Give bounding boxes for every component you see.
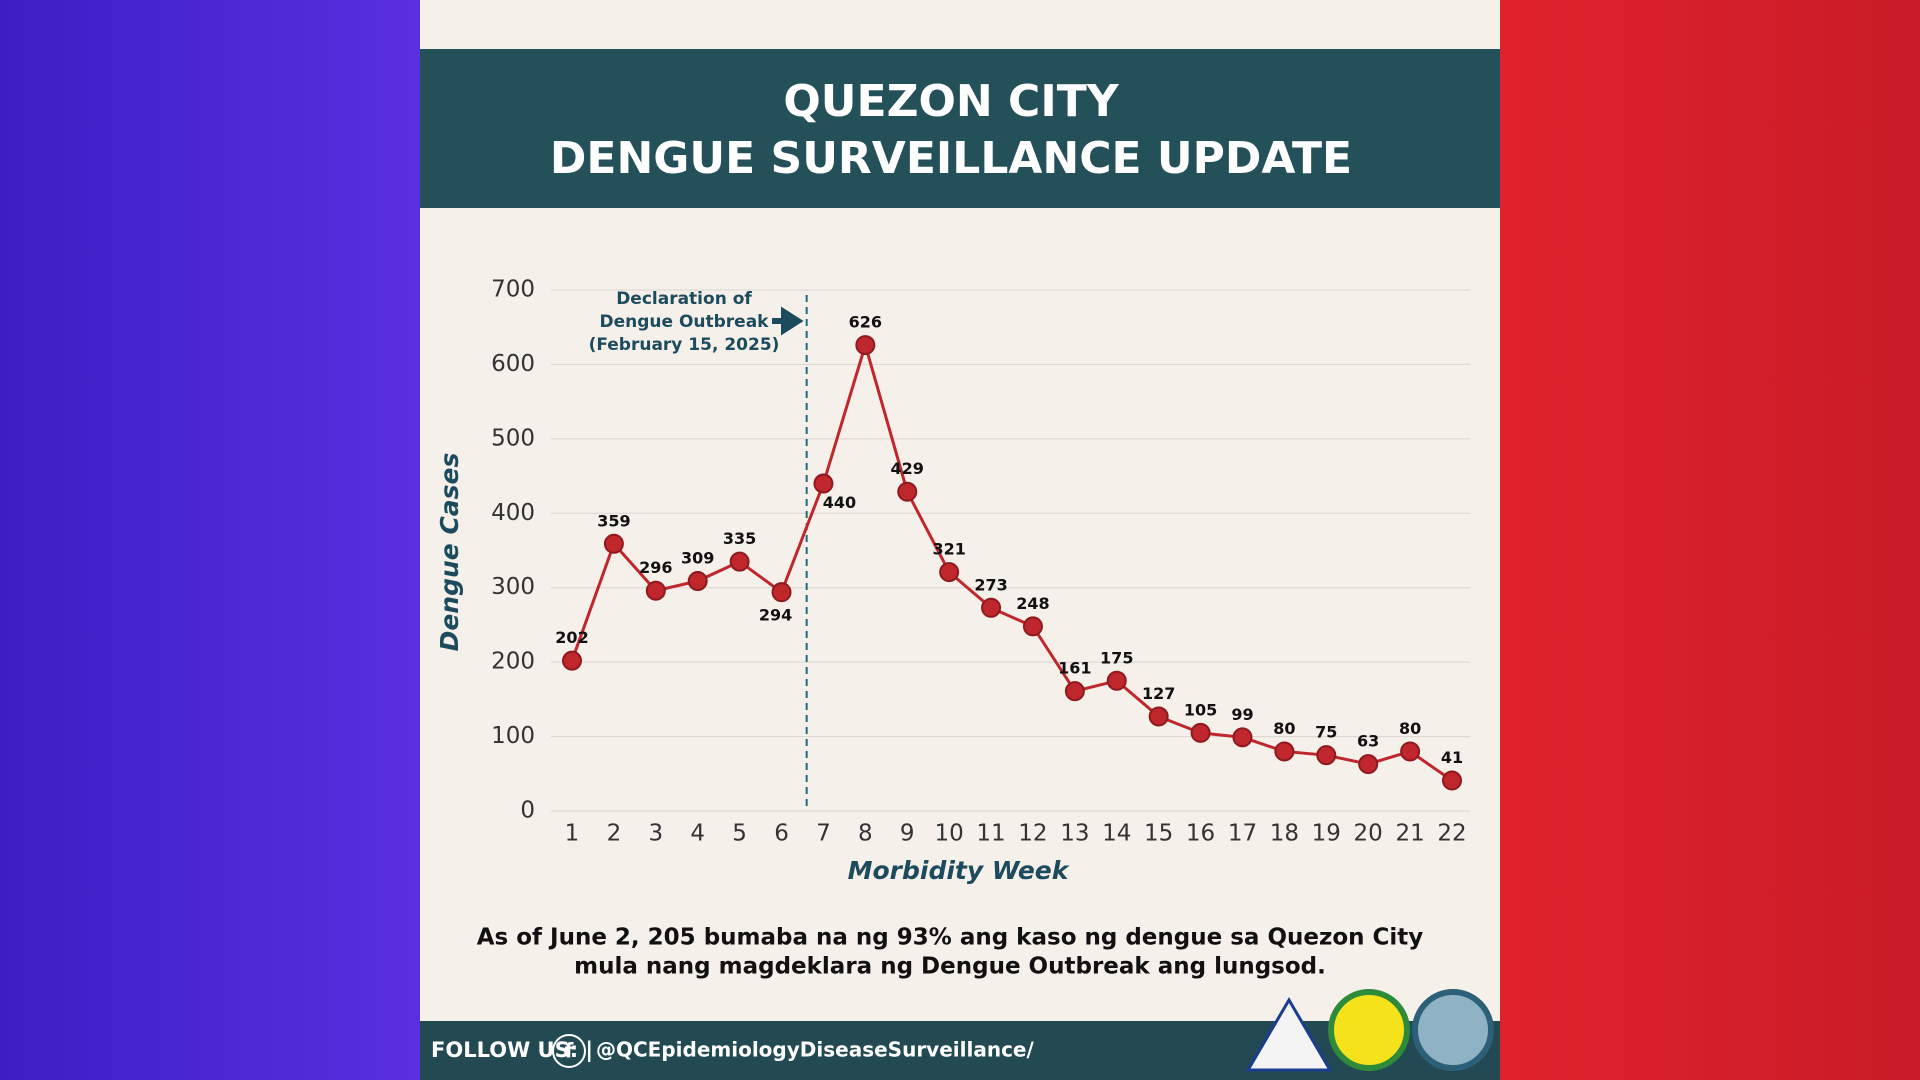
data-point	[1442, 770, 1462, 791]
annotation: (February 15, 2025)	[589, 335, 780, 355]
data-label: 75	[1315, 723, 1337, 742]
data-point	[729, 551, 750, 572]
x-tick-label: 9	[900, 821, 915, 847]
y-tick-label: 100	[491, 723, 535, 749]
x-tick-label: 11	[976, 821, 1005, 847]
y-tick-label: 200	[491, 649, 535, 675]
data-point	[603, 533, 624, 554]
annotation-arrow	[772, 306, 804, 336]
y-tick-label: 700	[491, 277, 535, 303]
follow-label: FOLLOW US: |	[431, 1038, 593, 1063]
y-tick-label: 500	[491, 425, 535, 451]
caption: As of June 2, 205 bumaba na ng 93% ang k…	[477, 925, 1424, 951]
data-point	[645, 580, 666, 601]
data-label: 296	[639, 558, 672, 577]
facebook-icon	[552, 1034, 586, 1068]
data-label: 161	[1058, 659, 1091, 678]
x-tick-label: 13	[1060, 821, 1089, 847]
data-point	[1106, 670, 1127, 691]
x-tick-label: 4	[690, 821, 705, 847]
y-tick-label: 400	[491, 500, 535, 526]
data-point	[1148, 706, 1169, 727]
data-label: 99	[1231, 705, 1253, 724]
data-label: 294	[759, 606, 792, 625]
data-label: 335	[723, 529, 756, 548]
data-label: 429	[891, 459, 924, 478]
y-tick-label: 300	[491, 574, 535, 600]
x-tick-label: 5	[732, 821, 747, 847]
x-tick-label: 7	[816, 821, 831, 847]
data-label: 359	[597, 511, 630, 530]
data-label: 202	[555, 628, 588, 647]
x-tick-label: 16	[1186, 821, 1215, 847]
facebook-icon-f: f	[565, 1039, 574, 1063]
caption: mula nang magdeklara ng Dengue Outbreak …	[574, 954, 1326, 980]
x-tick-label: 20	[1354, 821, 1383, 847]
social-handle[interactable]: @QCEpidemiologyDiseaseSurveillance/	[596, 1038, 1034, 1062]
header-title: DENGUE SURVEILLANCE UPDATE	[550, 133, 1352, 184]
data-label: 63	[1357, 732, 1379, 751]
data-point	[562, 650, 582, 671]
data-label: 80	[1399, 719, 1421, 738]
x-tick-label: 17	[1228, 821, 1257, 847]
x-tick-label: 22	[1437, 821, 1466, 847]
x-tick-label: 6	[774, 821, 789, 847]
data-label: 626	[849, 313, 882, 332]
series-line	[570, 339, 1453, 782]
data-label: 175	[1100, 648, 1133, 667]
data-point	[1232, 727, 1253, 748]
x-tick-label: 1	[565, 821, 580, 847]
x-tick-label: 10	[935, 821, 964, 847]
x-tick-label: 3	[648, 821, 663, 847]
x-tick-label: 14	[1102, 821, 1131, 847]
x-tick-label: 18	[1270, 821, 1299, 847]
data-point	[897, 481, 918, 502]
data-label: 273	[974, 575, 1007, 594]
x-tick-label: 15	[1144, 821, 1173, 847]
x-tick-label: 12	[1018, 821, 1047, 847]
header-band	[420, 49, 1500, 208]
data-label: 248	[1016, 594, 1049, 613]
data-point	[1064, 681, 1085, 702]
logo	[1412, 989, 1494, 1071]
data-label: 80	[1273, 719, 1295, 738]
data-point	[1274, 741, 1295, 762]
data-label: 309	[681, 549, 714, 568]
x-tick-label: 8	[858, 821, 873, 847]
y-axis-label: Dengue Cases	[435, 453, 464, 652]
data-point	[855, 335, 876, 356]
annotation: Dengue Outbreak	[599, 312, 769, 332]
annotation: Declaration of	[616, 289, 752, 309]
y-tick-label: 0	[520, 798, 535, 824]
data-point	[1190, 722, 1211, 743]
data-label: 41	[1441, 748, 1463, 767]
x-axis-label: Morbidity Week	[848, 856, 1070, 885]
data-point	[981, 597, 1002, 618]
data-point	[813, 473, 834, 494]
data-point	[1022, 616, 1043, 637]
data-point	[687, 571, 708, 592]
logo	[1328, 989, 1410, 1071]
data-label: 440	[823, 493, 856, 512]
data-label: 321	[932, 540, 965, 559]
data-point	[1400, 741, 1421, 762]
right-background	[1500, 0, 1920, 1080]
data-point	[771, 582, 792, 603]
x-tick-label: 19	[1312, 821, 1341, 847]
x-tick-label: 2	[607, 821, 622, 847]
x-tick-label: 21	[1395, 821, 1424, 847]
data-point	[1358, 754, 1379, 775]
data-point	[1316, 745, 1337, 766]
header-title: QUEZON CITY	[783, 76, 1119, 127]
data-point	[939, 562, 960, 583]
data-label: 127	[1142, 684, 1175, 703]
logo	[1245, 997, 1333, 1072]
y-tick-label: 600	[491, 351, 535, 377]
data-label: 105	[1184, 700, 1217, 719]
left-background	[0, 0, 420, 1080]
